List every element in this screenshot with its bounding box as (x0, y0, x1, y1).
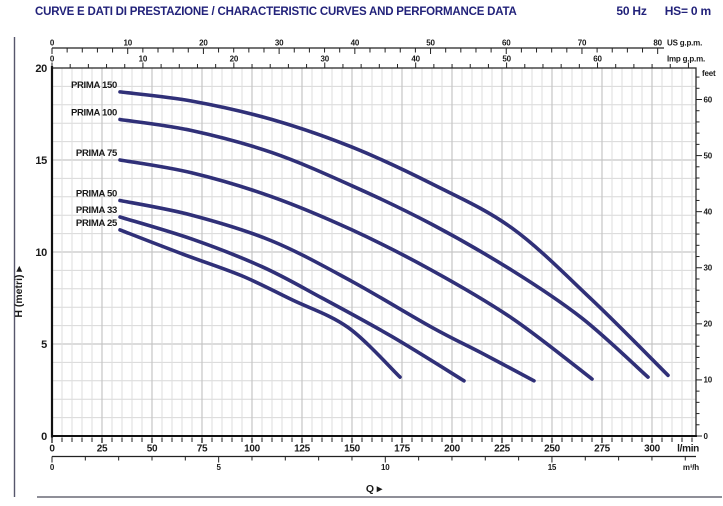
lmin-tick-label: 175 (394, 444, 411, 455)
us-tick-label: 80 (653, 39, 662, 48)
lmin-tick-label: 125 (294, 444, 311, 455)
feet-tick-label: 40 (704, 207, 713, 216)
curve-prima-33 (118, 215, 466, 383)
x-axis-us-gpm: 0 10 20 30 40 50 60 70 80 US g.p.m. (50, 39, 702, 54)
page-title: CURVE E DATI DI PRESTAZIONE / CHARACTERI… (35, 6, 517, 18)
curve-labels: PRIMA 150 PRIMA 100 PRIMA 75 PRIMA 50 PRIMA … (71, 80, 118, 229)
h-tick-label: 20 (35, 63, 47, 75)
m3h-tick-label: 0 (50, 463, 55, 472)
plot-border (50, 66, 697, 438)
us-unit-label: US g.p.m. (667, 39, 702, 48)
figure-frame (13, 37, 722, 498)
feet-tick-label: 0 (704, 432, 709, 441)
m3h-tick-label: 10 (381, 463, 390, 472)
x-axis-m3h: 0 5 10 15 m³/h (50, 455, 700, 472)
h-tick-label: 10 (35, 247, 47, 259)
imp-tick-label: 30 (321, 55, 330, 64)
lmin-tick-label: 225 (494, 444, 511, 455)
lmin-tick-label: 0 (49, 444, 55, 455)
h-axis-title: H (metri) ▸ (13, 266, 25, 318)
lmin-tick-label: 100 (244, 444, 261, 455)
m3h-tick-label: 5 (217, 463, 222, 472)
lmin-tick-label: 25 (97, 444, 108, 455)
curve-label: PRIMA 75 (76, 148, 118, 159)
chart-header: CURVE E DATI DI PRESTAZIONE / CHARACTERI… (35, 4, 711, 18)
curves (118, 90, 670, 383)
y-axis-h: 0 5 10 15 20 H (metri) ▸ (13, 63, 47, 443)
feet-tick-label: 60 (704, 95, 713, 104)
us-tick-label: 0 (50, 39, 55, 48)
header-conditions: 50 Hz HS= 0 m (616, 4, 711, 18)
lmin-tick-label: 150 (344, 444, 361, 455)
feet-tick-label: 20 (704, 320, 713, 329)
lmin-tick-label: 75 (197, 444, 208, 455)
suction-head-label: HS= 0 m (664, 4, 711, 18)
lmin-unit-label: l/min (677, 444, 699, 455)
feet-tick-label: 30 (704, 264, 713, 273)
h-tick-label: 0 (41, 431, 47, 443)
imp-tick-label: 40 (411, 55, 420, 64)
curve-label: PRIMA 25 (76, 218, 118, 229)
imp-tick-label: 50 (502, 55, 511, 64)
m3h-unit-label: m³/h (683, 463, 699, 472)
us-tick-label: 30 (275, 39, 284, 48)
us-tick-label: 50 (426, 39, 435, 48)
lmin-tick-label: 200 (444, 444, 461, 455)
imp-tick-label: 60 (593, 55, 602, 64)
curve-prima-75 (118, 158, 594, 381)
feet-tick-label: 10 (704, 376, 713, 385)
lmin-tick-label: 275 (594, 444, 611, 455)
x-axis-lmin: 0 25 50 75 100 125 150 175 200 225 250 275 300 l/min (49, 437, 699, 455)
us-tick-label: 20 (199, 39, 208, 48)
frequency-label: 50 Hz (616, 4, 647, 18)
imp-unit-label: Imp g.p.m. (667, 55, 705, 64)
feet-tick-label: 50 (704, 151, 713, 160)
m3h-tick-label: 15 (548, 463, 557, 472)
curve-label: PRIMA 50 (76, 188, 117, 199)
q-axis-title: Q ▸ (366, 483, 383, 495)
feet-unit-label: feet (702, 69, 716, 78)
h-tick-label: 15 (35, 155, 47, 167)
curve-label: PRIMA 33 (76, 205, 117, 216)
lmin-tick-label: 50 (147, 444, 158, 455)
curve-prima-100 (118, 117, 650, 379)
h-tick-label: 5 (41, 339, 47, 351)
curve-label: PRIMA 150 (71, 80, 117, 91)
us-tick-label: 60 (502, 39, 511, 48)
imp-tick-label: 20 (230, 55, 239, 64)
y-axis-feet: 0 10 20 30 40 50 60 feet (696, 69, 716, 441)
us-tick-label: 70 (578, 39, 587, 48)
x-axis-imp-gpm: 0 10 20 30 40 50 60 Imp g.p.m. (50, 55, 705, 68)
curve-prima-150 (118, 90, 670, 378)
us-tick-label: 40 (351, 39, 360, 48)
curve-prima-50 (118, 198, 536, 383)
lmin-tick-label: 250 (544, 444, 561, 455)
curve-label: PRIMA 100 (71, 108, 117, 119)
imp-tick-label: 10 (139, 55, 148, 64)
lmin-tick-label: 300 (644, 444, 661, 455)
curve-prima-25 (118, 228, 402, 379)
us-tick-label: 10 (123, 39, 132, 48)
imp-tick-label: 0 (50, 55, 55, 64)
